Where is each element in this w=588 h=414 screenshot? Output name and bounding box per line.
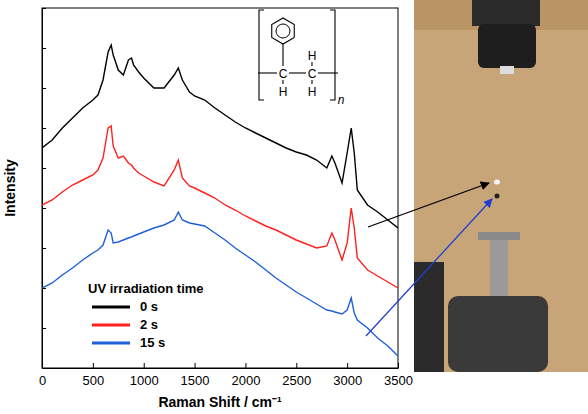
legend-title: UV irradiation time [88,281,204,296]
reflector [478,232,520,240]
legend-swatch [92,324,130,327]
bond [282,44,283,66]
y-tick [42,8,46,9]
y-tick-mark [42,128,46,129]
photo-background [414,0,588,372]
x-tick-label: 0 [39,373,46,388]
y-tick [42,48,46,49]
x-tick-label: 1000 [130,373,159,388]
x-axis-line [43,368,399,369]
series-line [42,45,398,228]
chart: 0 500 1000 1500 2000 2500 3000 3500 Raman Shift … [0,0,588,414]
series-line [42,126,398,288]
bond [289,72,306,73]
legend-label: 15 s [140,335,165,350]
y-axis [42,9,46,369]
x-tick-label: 3500 [384,373,413,388]
foam-block [448,296,548,372]
arrow [368,183,489,227]
y-tick-mark [42,328,46,329]
x-tick: 1000 [130,363,159,388]
reflector-rod [490,240,508,298]
x-axis-title: Raman Shift / cm⁻¹ [158,394,282,410]
y-tick-mark [42,8,46,9]
legend-label: 2 s [140,317,158,332]
arrow [366,199,492,336]
droplet-top [494,180,500,185]
legend-swatch [92,306,130,309]
x-tick-label: 2500 [282,373,311,388]
x-tick: 1500 [181,363,210,388]
x-tick-label: 500 [83,373,105,388]
y-tick [42,128,46,129]
benzene-ring [272,18,295,44]
series-line [42,212,398,356]
x-tick-mark [93,363,94,368]
x-axis: 0 500 1000 1500 2000 2500 3000 3500 [39,363,413,388]
x-tick-mark [398,363,399,368]
structure-label: H [308,85,317,99]
bond [258,72,277,73]
x-tick-mark [144,363,145,368]
transducer-top [472,0,540,26]
y-tick-mark [42,248,46,249]
x-tick: 2500 [282,363,311,388]
x-tick: 2000 [231,363,260,388]
x-tick-mark [245,363,246,368]
legend-swatch [92,342,130,345]
y-tick [42,208,46,209]
structure-label: n [338,93,345,107]
structure: CCHHHn [258,10,345,107]
droplet-bottom [495,194,500,199]
x-tick-label: 3000 [333,373,362,388]
y-axis-line [42,9,43,369]
benzene-circle [276,24,290,38]
y-tick-mark [42,368,46,369]
structure-label: H [308,49,317,63]
y-tick-mark [42,208,46,209]
x-tick-mark [195,363,196,368]
structure-label: H [279,85,288,99]
plot-area [42,45,398,356]
bracket [330,10,335,100]
y-tick [42,248,46,249]
legend: UV irradiation time 0 s 2 s 15 s [88,281,204,350]
x-tick: 3500 [384,363,413,388]
transducer [478,24,536,68]
x-tick: 3000 [333,363,362,388]
y-axis-title: Intensity [2,159,18,217]
x-tick-label: 2000 [231,373,260,388]
x-tick: 500 [83,363,105,388]
x-tick-mark [347,363,348,368]
plot-frame [42,8,398,368]
x-tick-mark [296,363,297,368]
structure-label: C [279,67,288,81]
y-tick [42,368,46,369]
y-tick [42,328,46,329]
y-tick-mark [42,88,46,89]
y-tick-mark [42,48,46,49]
y-tick-mark [42,168,46,169]
bracket [259,10,264,100]
y-tick [42,168,46,169]
y-tick [42,88,46,89]
structure-label: C [308,67,317,81]
transducer-tip [500,66,514,74]
legend-label: 0 s [140,299,158,314]
x-tick-label: 1500 [181,373,210,388]
photo [414,0,588,372]
